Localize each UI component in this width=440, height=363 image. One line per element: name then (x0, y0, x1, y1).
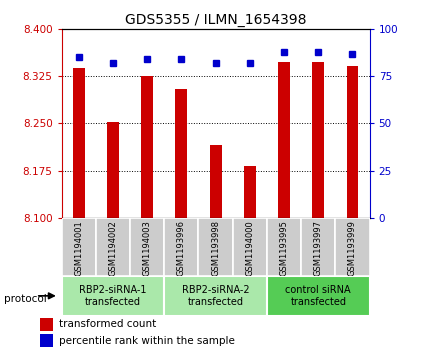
Bar (176, 89, 187, 218)
Bar (278, 62, 290, 218)
Bar (244, 166, 256, 218)
Bar (209, 146, 222, 218)
Title: GDS5355 / ILMN_1654398: GDS5355 / ILMN_1654398 (125, 13, 306, 26)
Bar (62, 218, 96, 276)
Text: GSM1194003: GSM1194003 (143, 220, 152, 276)
Bar (267, 218, 301, 276)
Text: GSM1193995: GSM1193995 (279, 220, 289, 276)
Text: control siRNA
transfected: control siRNA transfected (286, 285, 351, 307)
Text: transformed count: transformed count (59, 319, 156, 329)
Text: GSM1193997: GSM1193997 (314, 220, 323, 276)
Text: GSM1194001: GSM1194001 (74, 220, 83, 276)
Bar (62, 276, 164, 316)
Bar (107, 122, 119, 218)
Bar (347, 66, 359, 218)
Bar (301, 218, 335, 276)
Bar (40, 318, 53, 330)
Text: percentile rank within the sample: percentile rank within the sample (59, 336, 235, 346)
Bar (267, 276, 370, 316)
Bar (233, 218, 267, 276)
Bar (141, 76, 153, 218)
Bar (164, 218, 198, 276)
Bar (312, 62, 324, 218)
Text: GSM1193999: GSM1193999 (348, 220, 357, 276)
Bar (40, 334, 53, 347)
Text: protocol: protocol (4, 294, 47, 305)
Text: GSM1194002: GSM1194002 (108, 220, 117, 276)
Bar (130, 218, 164, 276)
Bar (198, 218, 233, 276)
Text: RBP2-siRNA-2
transfected: RBP2-siRNA-2 transfected (182, 285, 249, 307)
Bar (164, 276, 267, 316)
Text: RBP2-siRNA-1
transfected: RBP2-siRNA-1 transfected (79, 285, 147, 307)
Text: GSM1193996: GSM1193996 (177, 220, 186, 276)
Bar (335, 218, 370, 276)
Text: GSM1194000: GSM1194000 (246, 220, 254, 276)
Bar (96, 218, 130, 276)
Bar (73, 68, 85, 218)
Text: GSM1193998: GSM1193998 (211, 220, 220, 276)
